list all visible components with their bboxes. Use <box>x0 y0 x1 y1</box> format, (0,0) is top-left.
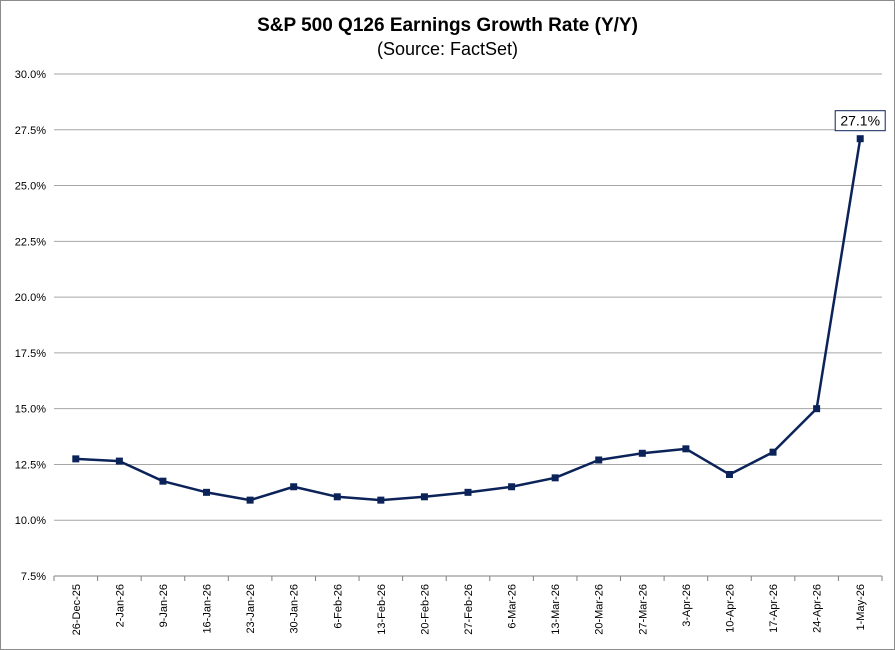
y-tick-label: 22.5% <box>15 236 46 248</box>
data-point <box>464 488 472 496</box>
x-tick-label: 16-Jan-26 <box>202 584 214 634</box>
data-point <box>159 477 167 485</box>
data-point <box>508 483 516 491</box>
y-tick-label: 20.0% <box>15 292 46 304</box>
x-tick-label: 30-Jan-26 <box>289 584 301 634</box>
x-tick-label: 2-Jan-26 <box>114 584 126 627</box>
y-tick-label: 30.0% <box>15 69 46 81</box>
x-tick-label: 23-Jan-26 <box>245 584 257 634</box>
annotation-label: 27.1% <box>840 113 880 129</box>
x-tick-label: 27-Feb-26 <box>463 584 475 635</box>
chart-title: S&P 500 Q126 Earnings Growth Rate (Y/Y) <box>257 15 638 36</box>
chart-subtitle: (Source: FactSet) <box>376 39 519 59</box>
y-tick-label: 25.0% <box>15 181 46 193</box>
x-tick-label: 17-Apr-26 <box>768 584 780 633</box>
x-tick-label: 9-Jan-26 <box>158 584 170 627</box>
x-tick-label: 27-Mar-26 <box>637 584 649 635</box>
annotation-box <box>834 110 886 132</box>
y-tick-label: 7.5% <box>21 571 46 583</box>
data-point <box>377 496 385 504</box>
data-point <box>290 483 298 491</box>
x-tick-label: 6-Mar-26 <box>507 584 519 629</box>
data-point <box>203 488 211 496</box>
data-point <box>682 445 690 453</box>
data-point <box>72 455 80 463</box>
x-tick-label: 26-Dec-25 <box>71 584 83 635</box>
x-tick-label: 10-Apr-26 <box>724 584 736 633</box>
data-point <box>769 448 777 456</box>
x-tick-label: 1-May-26 <box>855 584 867 630</box>
data-point <box>856 135 864 143</box>
x-tick-label: 20-Mar-26 <box>594 584 606 635</box>
y-tick-label: 17.5% <box>15 348 46 360</box>
data-point <box>333 493 341 501</box>
data-point <box>420 493 428 501</box>
data-point <box>246 496 254 504</box>
x-tick-label: 24-Apr-26 <box>812 584 824 633</box>
series-line <box>75 138 862 502</box>
data-point <box>813 405 821 413</box>
x-tick-label: 13-Feb-26 <box>376 584 388 635</box>
x-tick-label: 13-Mar-26 <box>550 584 562 635</box>
x-tick-label: 3-Apr-26 <box>681 584 693 627</box>
data-point <box>638 449 646 457</box>
data-point <box>595 456 603 464</box>
y-tick-label: 10.0% <box>15 515 46 527</box>
x-tick-label: 20-Feb-26 <box>419 584 431 635</box>
data-point <box>725 470 733 478</box>
data-point <box>551 474 559 482</box>
data-point <box>115 457 123 465</box>
x-tick-label: 6-Feb-26 <box>332 584 344 629</box>
y-tick-label: 27.5% <box>15 125 46 137</box>
y-tick-label: 15.0% <box>15 404 46 416</box>
y-tick-label: 12.5% <box>15 459 46 471</box>
